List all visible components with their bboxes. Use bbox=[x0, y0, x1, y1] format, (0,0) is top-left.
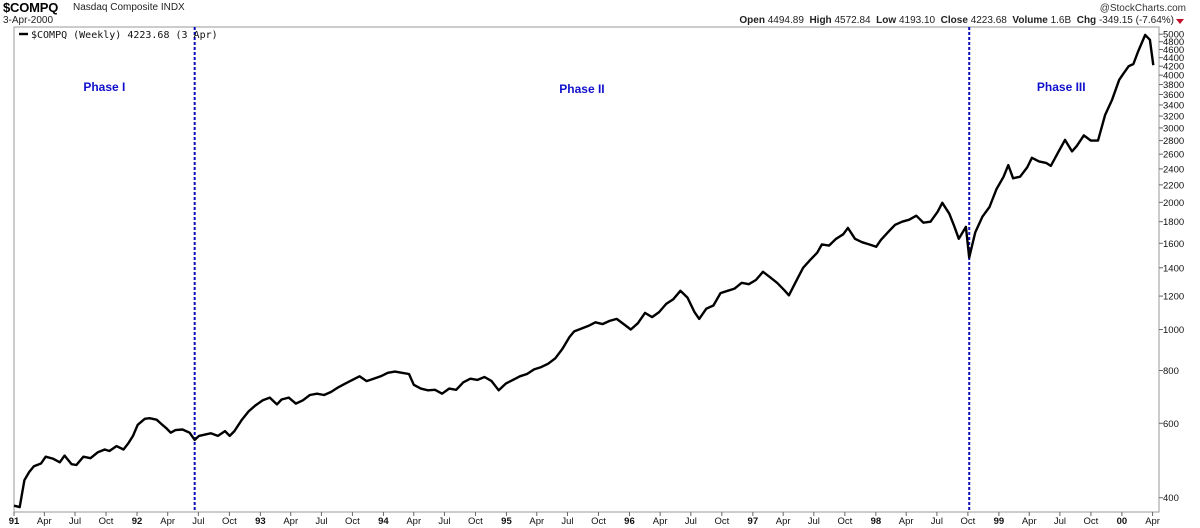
x-tick-label: 97 bbox=[748, 516, 759, 527]
quote-bar: Open 4494.89 High 4572.84 Low 4193.10 Cl… bbox=[739, 15, 1174, 26]
phase-label: Phase II bbox=[559, 82, 604, 96]
x-tick-label: Jul bbox=[931, 516, 943, 527]
y-tick-label: 2400 bbox=[1163, 164, 1184, 175]
y-tick-label: 2600 bbox=[1163, 150, 1184, 161]
y-tick-label: 1800 bbox=[1163, 217, 1184, 228]
x-tick-label: Oct bbox=[714, 516, 729, 527]
x-tick-label: Jul bbox=[561, 516, 573, 527]
x-tick-label: Jul bbox=[1054, 516, 1066, 527]
volume-value: 1.6B bbox=[1050, 15, 1072, 26]
y-tick-label: 4600 bbox=[1163, 45, 1184, 56]
x-tick-label: 99 bbox=[994, 516, 1005, 527]
y-tick-label: 4000 bbox=[1163, 71, 1184, 82]
chg-label: Chg bbox=[1076, 15, 1097, 26]
x-tick-label: Apr bbox=[406, 516, 421, 527]
legend-label: $COMPQ (Weekly) 4223.68 (3 Apr) bbox=[31, 30, 218, 41]
chg-value: -349.15 (-7.64%) bbox=[1098, 15, 1174, 26]
price-line bbox=[13, 33, 1155, 509]
x-tick-label: Apr bbox=[1145, 516, 1160, 527]
y-tick-label: 4800 bbox=[1163, 37, 1184, 48]
y-tick-label: 3600 bbox=[1163, 90, 1184, 101]
x-tick-label: 00 bbox=[1117, 516, 1128, 527]
x-tick-label: Apr bbox=[776, 516, 791, 527]
x-tick-label: Jul bbox=[438, 516, 450, 527]
x-tick-label: Jul bbox=[192, 516, 204, 527]
x-tick-label: Oct bbox=[837, 516, 852, 527]
y-tick-label: 1000 bbox=[1163, 325, 1184, 336]
x-tick-label: Apr bbox=[1022, 516, 1037, 527]
x-tick-label: Jul bbox=[315, 516, 327, 527]
phase-label: Phase III bbox=[1037, 80, 1086, 94]
open-value: 4494.89 bbox=[767, 15, 804, 26]
copyright-notice: @StockCharts.com bbox=[1099, 3, 1186, 14]
y-tick-label: 3800 bbox=[1163, 80, 1184, 91]
y-tick-label: 2800 bbox=[1163, 136, 1184, 147]
x-tick-label: Oct bbox=[99, 516, 114, 527]
y-tick-label: 4400 bbox=[1163, 53, 1184, 64]
y-tick-label: 400 bbox=[1163, 493, 1179, 504]
chart-date: 3-Apr-2000 bbox=[3, 15, 54, 26]
x-tick-label: Jul bbox=[69, 516, 81, 527]
x-tick-label: Oct bbox=[345, 516, 360, 527]
x-tick-label: Apr bbox=[653, 516, 668, 527]
security-name: Nasdaq Composite INDX bbox=[73, 2, 185, 13]
x-tick-label: 94 bbox=[378, 516, 389, 527]
x-tick-label: Oct bbox=[468, 516, 483, 527]
high-value: 4572.84 bbox=[834, 15, 871, 26]
x-tick-label: Apr bbox=[37, 516, 52, 527]
x-tick-label: Oct bbox=[591, 516, 606, 527]
x-tick-label: 92 bbox=[132, 516, 143, 527]
y-tick-label: 800 bbox=[1163, 366, 1179, 377]
y-tick-label: 3000 bbox=[1163, 123, 1184, 134]
close-value: 4223.68 bbox=[970, 15, 1007, 26]
y-tick-label: 5000 bbox=[1163, 30, 1184, 41]
x-tick-label: 93 bbox=[255, 516, 266, 527]
low-value: 4193.10 bbox=[898, 15, 936, 26]
close-label: Close bbox=[940, 15, 968, 26]
x-tick-label: Apr bbox=[160, 516, 175, 527]
y-tick-label: 1600 bbox=[1163, 239, 1184, 250]
x-tick-label: Oct bbox=[222, 516, 237, 527]
x-tick-label: 98 bbox=[871, 516, 882, 527]
x-tick-label: Oct bbox=[960, 516, 975, 527]
open-label: Open bbox=[739, 15, 765, 26]
x-tick-label: Oct bbox=[1084, 516, 1099, 527]
plot-frame bbox=[13, 26, 1160, 513]
x-tick-label: 96 bbox=[624, 516, 635, 527]
x-tick-label: 95 bbox=[501, 516, 512, 527]
y-tick-label: 2000 bbox=[1163, 198, 1184, 209]
phase-label: Phase I bbox=[83, 80, 125, 94]
low-label: Low bbox=[876, 15, 897, 26]
x-tick-label: 91 bbox=[9, 516, 20, 527]
x-tick-label: Apr bbox=[529, 516, 544, 527]
y-tick-label: 2200 bbox=[1163, 180, 1184, 191]
high-label: High bbox=[809, 15, 832, 26]
down-arrow-icon bbox=[1176, 19, 1184, 24]
y-tick-label: 4200 bbox=[1163, 62, 1184, 73]
volume-label: Volume bbox=[1012, 15, 1048, 26]
ticker-symbol: $COMPQ bbox=[3, 0, 59, 15]
y-tick-label: 3200 bbox=[1163, 112, 1184, 123]
y-tick-label: 600 bbox=[1163, 419, 1179, 430]
y-tick-label: 3400 bbox=[1163, 100, 1184, 111]
x-tick-label: Jul bbox=[685, 516, 697, 527]
x-tick-label: Apr bbox=[899, 516, 914, 527]
y-tick-label: 1200 bbox=[1163, 292, 1184, 303]
x-tick-label: Jul bbox=[808, 516, 820, 527]
y-tick-label: 1400 bbox=[1163, 263, 1184, 274]
x-tick-label: Apr bbox=[283, 516, 298, 527]
